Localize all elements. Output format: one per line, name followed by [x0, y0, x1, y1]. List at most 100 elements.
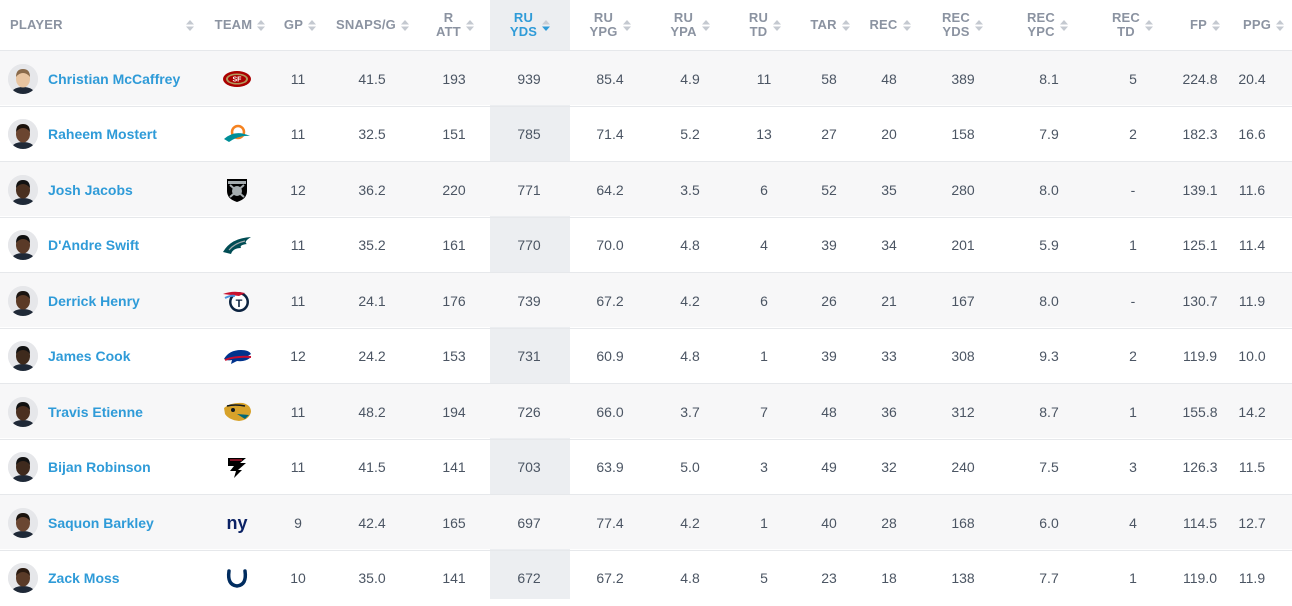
cell-tar: 27: [821, 126, 837, 142]
cell-recyds: 168: [951, 514, 975, 531]
player-name-link[interactable]: Raheem Mostert: [48, 126, 157, 142]
cell-tar: 48: [821, 403, 837, 420]
column-header-rec[interactable]: REC: [860, 0, 920, 50]
jacksonville-jaguars-logo[interactable]: [220, 398, 254, 426]
column-header-recypc[interactable]: REC YPC: [1005, 0, 1090, 50]
sort-icon: [465, 19, 474, 31]
cell-ratt: 165: [442, 514, 466, 531]
column-header-rutd[interactable]: RU TD: [730, 0, 800, 50]
cell-recypc: 8.1: [1039, 70, 1059, 87]
cell-ruypa: 4.8: [680, 348, 700, 364]
player-cell: Raheem Mostert: [8, 107, 157, 162]
cell-tar: 52: [821, 181, 837, 198]
table-row: James Cook 12 24.2 153 731 60.9 4.8 1 39 33 308 9.3…: [0, 327, 1292, 384]
column-header-fp[interactable]: FP: [1175, 0, 1235, 50]
player-cell: Saquon Barkley: [8, 495, 154, 550]
cell-tar: 49: [821, 459, 837, 475]
svg-text:T: T: [236, 298, 243, 310]
team-cell: T: [220, 273, 254, 328]
cell-ruypa: 4.8: [680, 570, 700, 586]
player-name-link[interactable]: D'Andre Swift: [48, 237, 140, 253]
cell-snaps: 36.2: [358, 181, 386, 198]
cell-ruypa: 4.2: [680, 292, 700, 309]
player-avatar: [8, 563, 38, 593]
column-header-label: RU TD: [748, 10, 769, 39]
column-header-ruyds[interactable]: RU YDS: [490, 0, 570, 50]
column-header-ratt[interactable]: R ATT: [420, 0, 490, 50]
column-header-ruypg[interactable]: RU YPG: [570, 0, 650, 50]
cell-ppg: 11.9: [1238, 292, 1266, 309]
tennessee-titans-logo[interactable]: T: [220, 287, 254, 315]
cell-recypc: 7.7: [1039, 570, 1059, 586]
column-header-label: FP: [1189, 17, 1207, 32]
cell-fp: 182.3: [1182, 126, 1218, 142]
cell-tar: 39: [821, 237, 837, 253]
las-vegas-raiders-logo[interactable]: [220, 176, 254, 204]
column-header-recyds[interactable]: REC YDS: [920, 0, 1005, 50]
cell-rec: 20: [881, 126, 897, 142]
column-header-team[interactable]: TEAM: [205, 0, 275, 50]
cell-ruypg: 67.2: [596, 570, 624, 586]
player-cell: Zack Moss: [8, 551, 120, 606]
column-header-player[interactable]: PLAYER: [0, 0, 205, 50]
player-cell: D'Andre Swift: [8, 218, 139, 273]
cell-recypc: 8.0: [1039, 292, 1059, 309]
team-cell: [220, 162, 254, 217]
team-cell: [220, 329, 254, 384]
player-name-link[interactable]: Bijan Robinson: [48, 459, 151, 475]
column-header-gp[interactable]: GP: [275, 0, 325, 50]
cell-ppg: 10.0: [1238, 348, 1266, 364]
cell-rectd: 2: [1129, 348, 1137, 364]
cell-recypc: 9.3: [1039, 348, 1059, 364]
column-header-ppg[interactable]: PPG: [1235, 0, 1292, 50]
cell-rec: 34: [881, 237, 897, 253]
cell-ruypa: 5.2: [680, 126, 700, 142]
indianapolis-colts-logo[interactable]: [220, 564, 254, 592]
sort-icon: [622, 19, 631, 31]
column-header-label: RU YPG: [589, 10, 618, 39]
player-name-link[interactable]: James Cook: [48, 348, 131, 364]
sort-icon: [701, 19, 710, 31]
player-name-link[interactable]: Zack Moss: [48, 570, 120, 586]
cell-rec: 36: [881, 403, 897, 420]
column-header-rectd[interactable]: REC TD: [1090, 0, 1175, 50]
atlanta-falcons-logo[interactable]: [220, 453, 254, 481]
miami-dolphins-logo[interactable]: [220, 120, 254, 148]
column-header-tar[interactable]: TAR: [800, 0, 860, 50]
cell-recyds: 138: [951, 570, 975, 586]
cell-ppg: 11.5: [1238, 459, 1266, 475]
column-header-snaps[interactable]: SNAPS/G: [325, 0, 420, 50]
player-name-link[interactable]: Derrick Henry: [48, 292, 140, 309]
cell-rutd: 6: [760, 181, 768, 198]
player-name-link[interactable]: Josh Jacobs: [48, 181, 133, 198]
cell-ratt: 151: [442, 126, 466, 142]
cell-ratt: 176: [442, 292, 466, 309]
cell-rutd: 4: [760, 237, 768, 253]
column-header-ruypa[interactable]: RU YPA: [650, 0, 730, 50]
sort-descending-icon: [542, 19, 551, 31]
cell-rutd: 7: [760, 403, 768, 420]
player-cell: Travis Etienne: [8, 384, 143, 439]
san-francisco-49ers-logo[interactable]: SF: [220, 65, 254, 93]
player-name-link[interactable]: Travis Etienne: [48, 403, 143, 420]
buffalo-bills-logo[interactable]: [220, 342, 254, 370]
cell-snaps: 41.5: [358, 459, 386, 475]
cell-rectd: 1: [1129, 403, 1137, 420]
cell-recyds: 167: [951, 292, 975, 309]
cell-rutd: 5: [760, 570, 768, 586]
philadelphia-eagles-logo[interactable]: [220, 231, 254, 259]
cell-gp: 11: [290, 70, 306, 87]
sort-icon: [1060, 19, 1069, 31]
cell-ruypg: 63.9: [596, 459, 624, 475]
cell-tar: 23: [821, 570, 837, 586]
player-name-link[interactable]: Christian McCaffrey: [48, 70, 181, 87]
cell-recyds: 308: [951, 348, 975, 364]
player-avatar: [8, 285, 38, 316]
team-cell: [220, 384, 254, 439]
cell-gp: 11: [290, 459, 306, 475]
player-name-link[interactable]: Saquon Barkley: [48, 514, 154, 531]
column-header-label: GP: [283, 17, 304, 32]
cell-recyds: 201: [951, 237, 975, 253]
column-header-label: REC TD: [1111, 10, 1141, 39]
new-york-giants-logo[interactable]: ny: [220, 509, 254, 537]
